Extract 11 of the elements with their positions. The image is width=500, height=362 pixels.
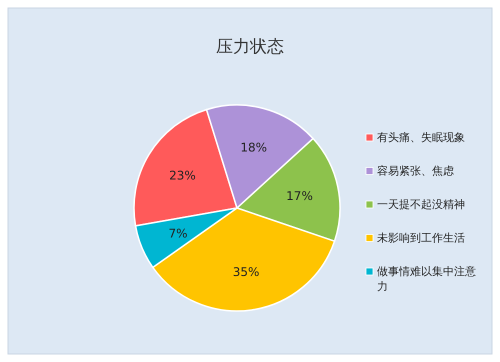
legend-label: 未影响到工作生活 (377, 232, 465, 244)
legend-label: 做事情难以集中注意力 (377, 265, 476, 293)
legend-label: 容易紧张、焦虑 (377, 164, 454, 178)
legend-label: 有头痛、失眠现象 (377, 131, 465, 144)
chart-title: 压力状态 (216, 37, 284, 57)
data-label: 23% (169, 168, 196, 183)
legend-label: 一天提不起没精神 (377, 198, 465, 211)
data-label: 17% (286, 188, 313, 203)
data-label: 7% (168, 226, 188, 241)
data-label: 18% (240, 140, 268, 154)
data-label: 35% (232, 265, 260, 280)
